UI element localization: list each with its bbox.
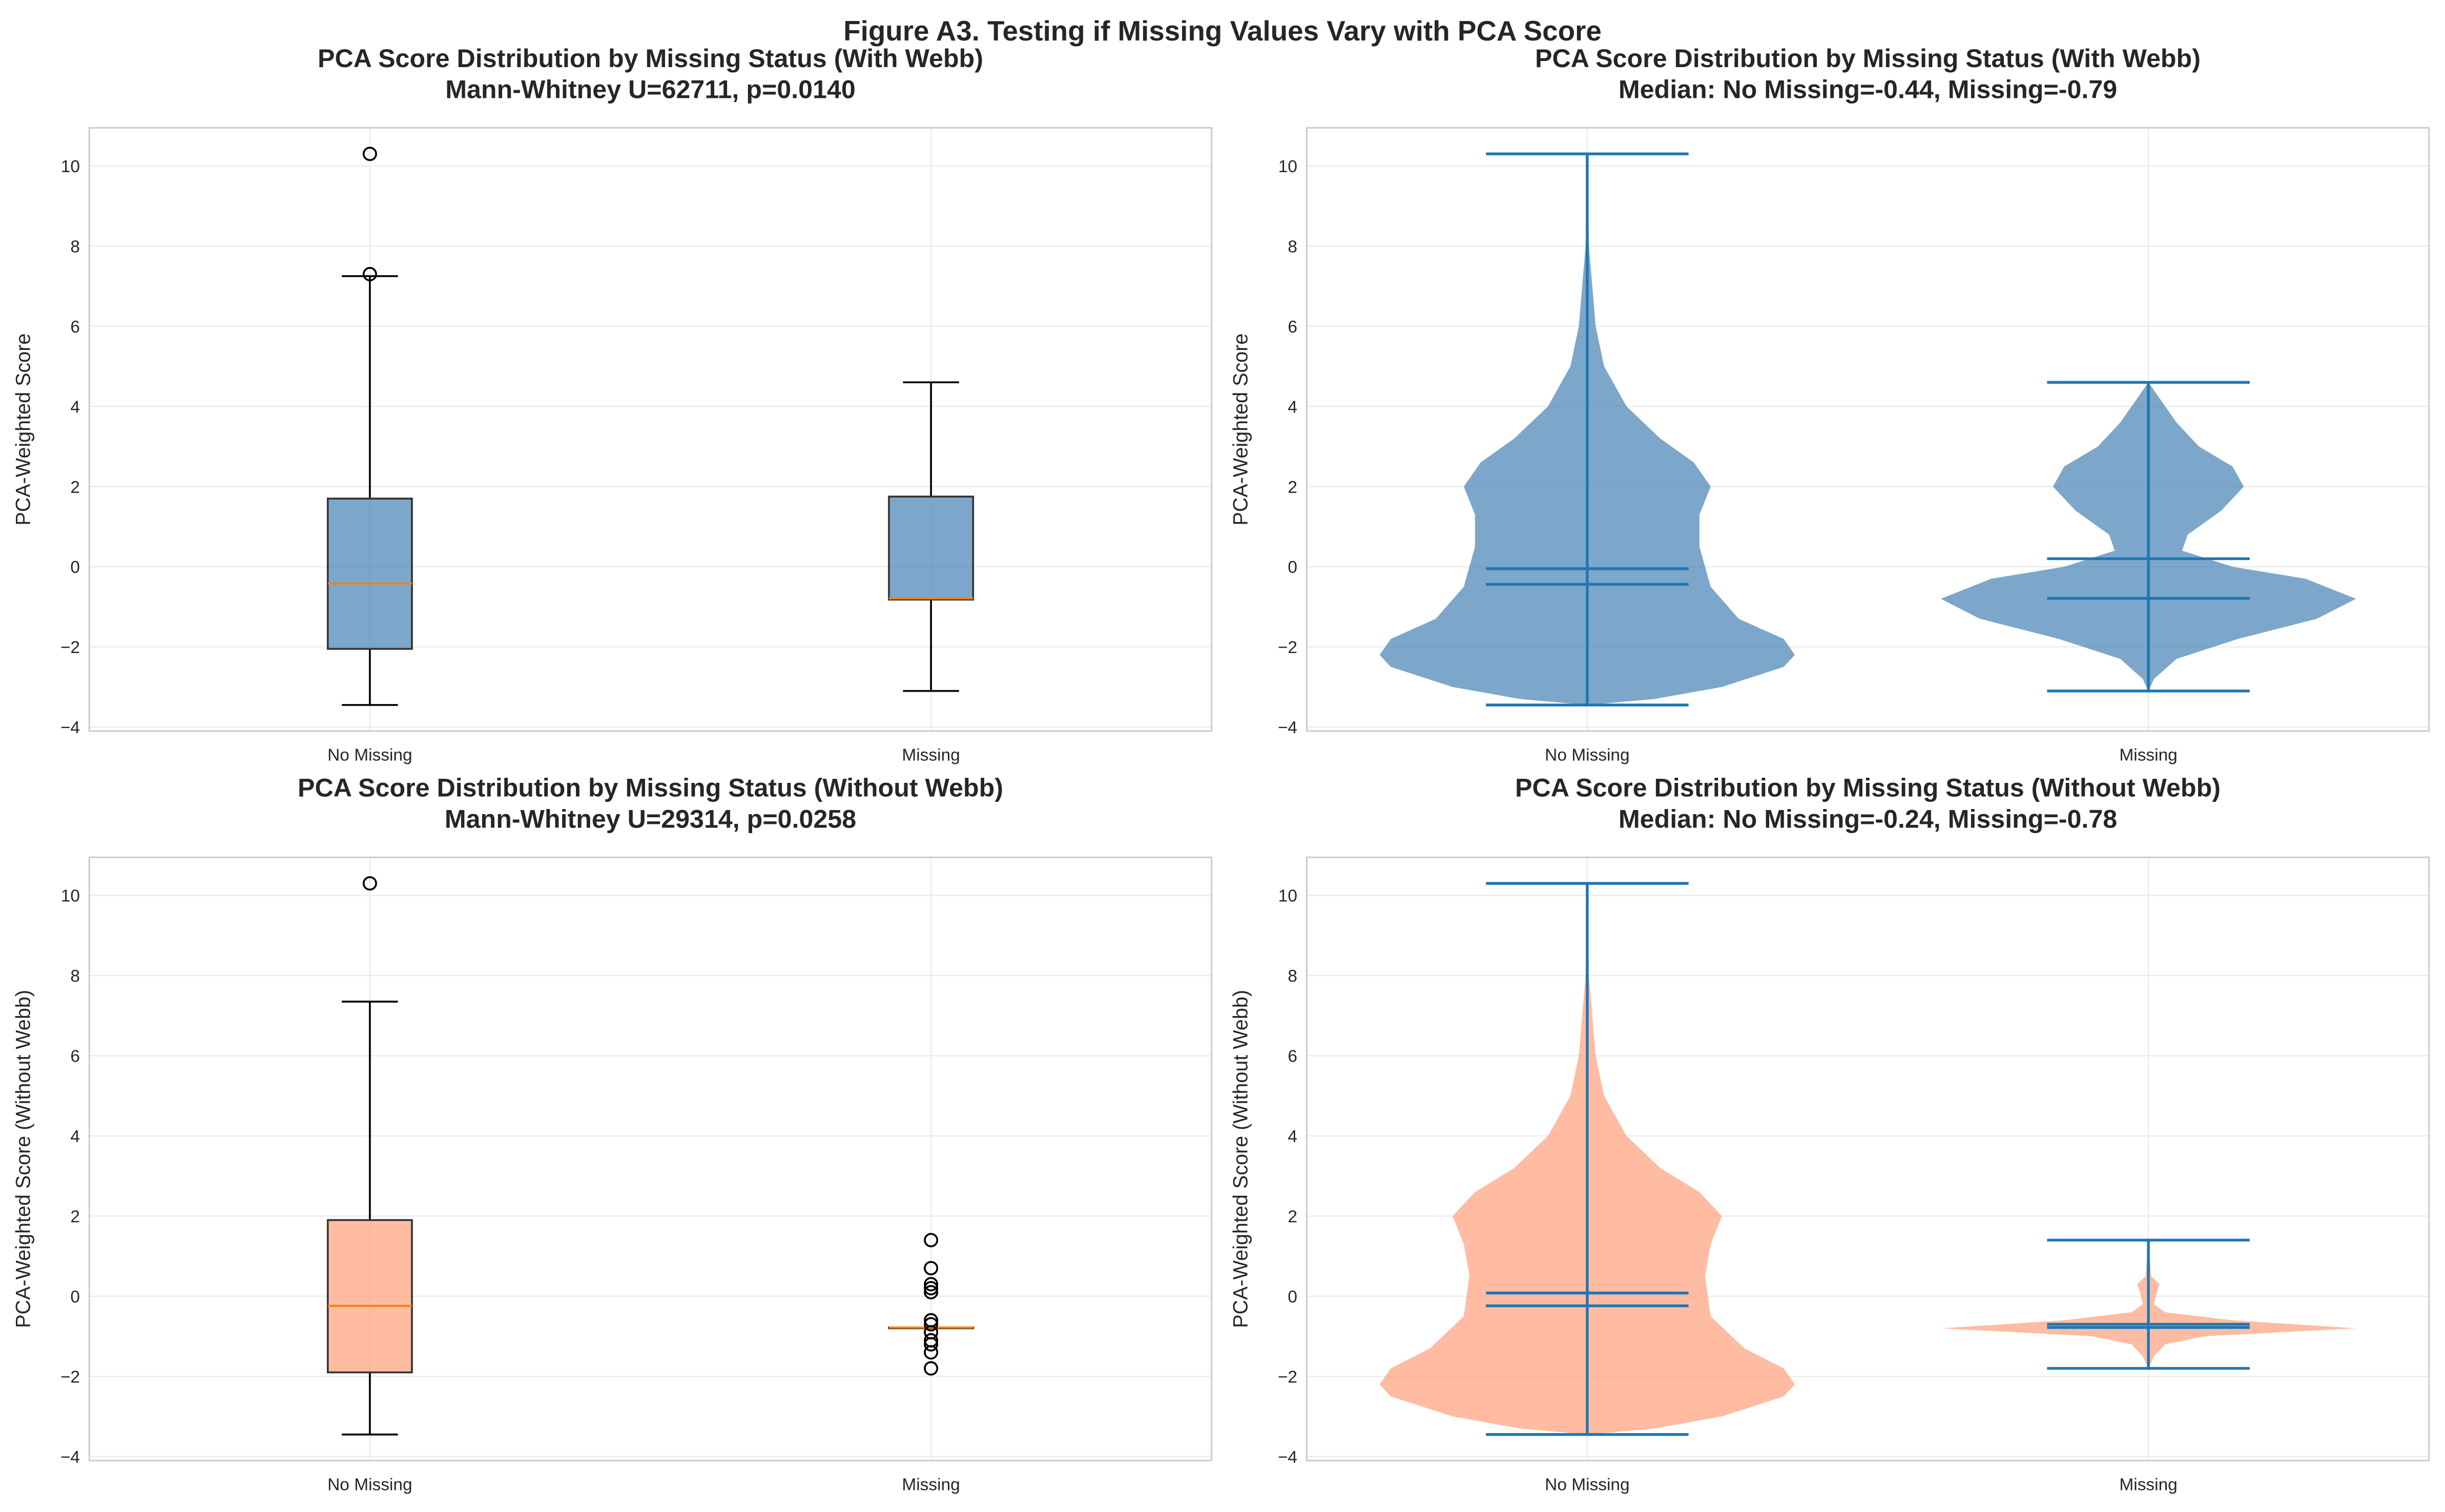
outlier-point [924, 1337, 939, 1352]
outlier-point [924, 1277, 939, 1292]
outlier-point [924, 1281, 939, 1296]
chart-panel-2: −4 −2 0 2 4 6 8 10 No Missing Missing PCA Score Di… [1230, 44, 2430, 765]
y-tick-label: 2 [70, 478, 80, 497]
chart-title-line-1: PCA Score Distribution by Missing Status… [298, 774, 1003, 802]
y-tick-label: 4 [70, 1127, 80, 1146]
chart-title-line-2: Median: No Missing=-0.44, Missing=-0.79 [1619, 75, 2117, 104]
y-tick-label: 4 [1288, 398, 1297, 417]
x-tick-label: No Missing [327, 746, 412, 765]
x-tick-label: Missing [2119, 746, 2177, 765]
chart-panel-4: −4 −2 0 2 4 6 8 10 No Missing Missing PCA Score Di… [1230, 774, 2430, 1494]
figure-suptitle: Figure A3. Testing if Missing Values Var… [843, 15, 1602, 47]
outlier-point [362, 147, 377, 161]
x-tick-label: No Missing [327, 1475, 412, 1494]
y-tick-label: 10 [1278, 157, 1297, 176]
chart-panel-3: −4 −2 0 2 4 6 8 10 No Missing Missing PCA Score Di… [12, 774, 1213, 1494]
y-tick-label: 10 [61, 887, 80, 906]
y-tick-label: 8 [1288, 237, 1297, 256]
y-tick-label: 2 [70, 1208, 80, 1227]
box-iqr [888, 495, 975, 601]
outlier-point [924, 1345, 939, 1360]
axes-frame [1306, 856, 2430, 1462]
y-tick-label: 6 [1288, 1047, 1297, 1066]
outlier-point [924, 1285, 939, 1300]
x-tick-label: Missing [902, 1475, 960, 1494]
y-tick-label: −4 [60, 718, 80, 737]
y-tick-label: 6 [1288, 318, 1297, 337]
box-iqr [326, 498, 413, 650]
x-tick-label: No Missing [1545, 746, 1629, 765]
x-tick-label: No Missing [1545, 1475, 1629, 1494]
y-axis-label: PCA-Weighted Score [12, 334, 35, 526]
box-iqr [326, 1219, 413, 1374]
y-tick-label: 8 [1288, 967, 1297, 986]
y-tick-label: −4 [60, 1448, 80, 1467]
y-tick-label: 8 [70, 967, 80, 986]
chart-title-line-2: Mann-Whitney U=29314, p=0.0258 [445, 804, 856, 833]
axes-frame [88, 127, 1213, 732]
y-tick-label: −2 [1278, 638, 1297, 657]
y-tick-label: 6 [70, 1047, 80, 1066]
y-axis-label: PCA-Weighted Score (Without Webb) [1230, 990, 1252, 1328]
chart-title-line-1: PCA Score Distribution by Missing Status… [1515, 774, 2221, 802]
y-axis-label: PCA-Weighted Score (Without Webb) [12, 990, 35, 1328]
x-tick-label: Missing [2119, 1475, 2177, 1494]
y-tick-label: 4 [1288, 1127, 1297, 1146]
y-tick-label: −2 [1278, 1368, 1297, 1386]
y-tick-label: 0 [70, 558, 80, 577]
y-tick-label: 6 [70, 318, 80, 337]
chart-title-line-2: Median: No Missing=-0.24, Missing=-0.78 [1619, 804, 2117, 833]
y-tick-label: 4 [70, 398, 80, 417]
y-tick-label: −4 [1278, 718, 1297, 737]
chart-panel-1: −4 −2 0 2 4 6 8 10 No Missing Missing PCA Score Di… [12, 44, 1213, 765]
outlier-point [362, 267, 377, 281]
outlier-point [924, 1317, 939, 1332]
outlier-point [924, 1233, 939, 1248]
y-tick-label: −2 [60, 638, 80, 657]
y-axis-label: PCA-Weighted Score [1230, 334, 1252, 526]
axes-frame [88, 856, 1213, 1462]
y-tick-label: 0 [1288, 1288, 1297, 1307]
y-tick-label: 8 [70, 237, 80, 256]
outlier-point [924, 1261, 939, 1276]
axes-frame [1306, 127, 2430, 732]
y-tick-label: 10 [1278, 887, 1297, 906]
chart-title-line-2: Mann-Whitney U=62711, p=0.0140 [445, 75, 856, 104]
y-tick-label: 10 [61, 157, 80, 176]
y-tick-label: −2 [60, 1368, 80, 1386]
y-tick-label: 2 [1288, 1208, 1297, 1227]
y-tick-label: −4 [1278, 1448, 1297, 1467]
y-tick-label: 2 [1288, 478, 1297, 497]
outlier-point [362, 876, 377, 891]
chart-title-line-1: PCA Score Distribution by Missing Status… [318, 44, 983, 73]
y-tick-label: 0 [1288, 558, 1297, 577]
y-tick-label: 0 [70, 1288, 80, 1307]
outlier-point [924, 1361, 939, 1376]
x-tick-label: Missing [902, 746, 960, 765]
chart-title-line-1: PCA Score Distribution by Missing Status… [1535, 44, 2201, 73]
